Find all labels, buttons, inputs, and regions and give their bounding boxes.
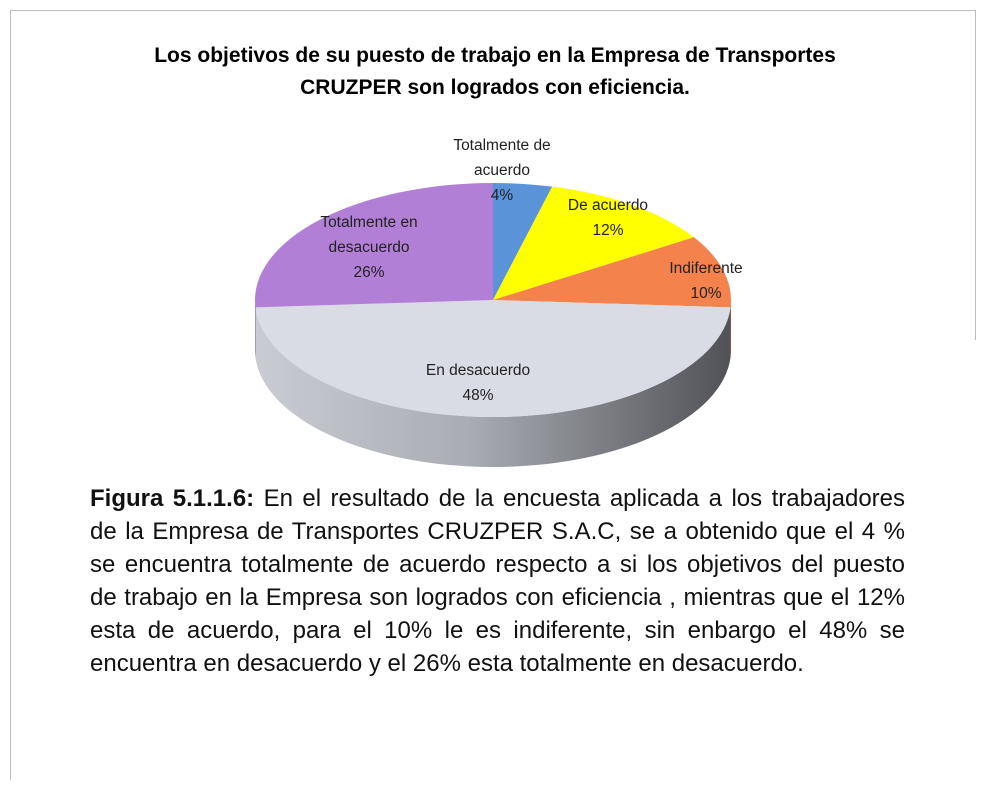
frame (10, 10, 975, 11)
pie-slice (493, 237, 731, 308)
pie-slice (493, 186, 694, 300)
caption-label: Figura 5.1.1.6: (90, 485, 255, 512)
value-label: 12% (592, 222, 624, 239)
chart-title: Los objetivos de su puesto de trabajo en… (154, 44, 836, 99)
pie-side (255, 307, 731, 468)
slice-label: Totalmente de acuerdo 4% (437, 133, 567, 208)
pie-slice (255, 183, 493, 308)
value-label: 26% (353, 264, 385, 281)
frame (10, 10, 11, 780)
pie-slice (255, 300, 731, 418)
slice-label: En desacuerdo 48% (408, 358, 548, 408)
value-label: 48% (462, 387, 494, 404)
slice-label: Indiferente 10% (651, 256, 761, 306)
category-label: Totalmente de acuerdo (453, 137, 551, 179)
category-label: Indiferente (669, 260, 743, 277)
value-label: 4% (490, 187, 514, 204)
category-label: De acuerdo (567, 197, 649, 214)
caption: Figura 5.1.1.6: En el resultado de la en… (90, 482, 905, 680)
frame (975, 10, 976, 340)
category-label: Totalmente en desacuerdo (320, 214, 418, 256)
pie-slice (493, 183, 553, 300)
slice-label: De acuerdo 12% (553, 193, 663, 243)
category-label: En desacuerdo (425, 362, 531, 379)
slice-label: Totalmente en desacuerdo 26% (309, 210, 429, 285)
caption-text: En el resultado de la encuesta aplicada … (90, 485, 906, 677)
value-label: 10% (690, 285, 722, 302)
